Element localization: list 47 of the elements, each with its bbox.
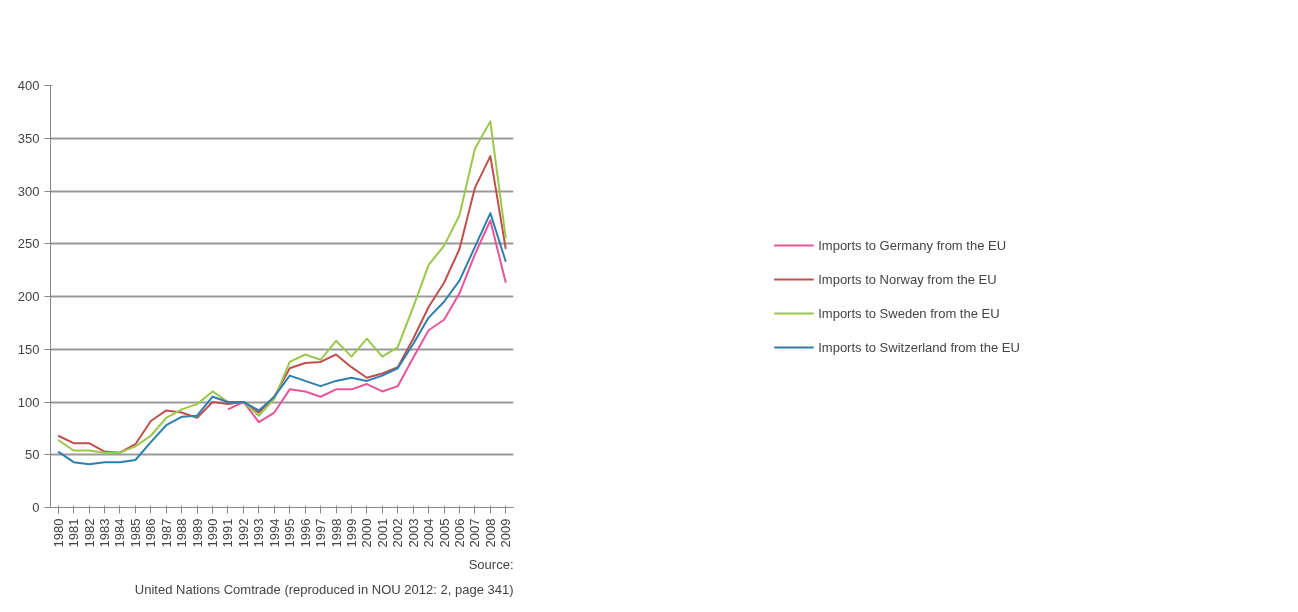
line-series — [226, 219, 507, 424]
legend-label: Imports to Germany from the EU — [818, 237, 1007, 253]
x-tick-label: 2006 — [451, 518, 467, 548]
x-tick-label: 1991 — [220, 518, 236, 548]
y-tick-label: 0 — [32, 500, 40, 515]
legend-label: Imports to Sweden from the EU — [818, 305, 1000, 321]
legend-label: Imports to Switzerland from the EU — [818, 339, 1020, 355]
x-tick-label: 2003 — [405, 518, 421, 548]
line-series — [57, 212, 507, 466]
x-tick-label: 1999 — [343, 518, 359, 548]
x-tick-label: 2004 — [421, 518, 437, 548]
y-tick-label: 300 — [17, 183, 40, 199]
y-tick-label: 50 — [25, 447, 40, 463]
x-tick-label: 1993 — [251, 518, 267, 548]
x-tick-label: 1987 — [158, 518, 174, 548]
x-tick-label: 1985 — [127, 518, 143, 548]
x-tick-label: 1981 — [66, 518, 82, 548]
x-tick-label: 1980 — [50, 518, 66, 548]
x-tick-label: 2005 — [436, 518, 452, 548]
x-tick-label: 1996 — [297, 518, 313, 548]
x-tick-label: 1986 — [143, 518, 159, 548]
x-tick-label: 2002 — [390, 518, 406, 548]
x-tick-label: 2007 — [467, 518, 483, 548]
x-tick-label: 1983 — [97, 518, 113, 548]
y-tick-label: 200 — [17, 289, 40, 304]
y-tick-label: 100 — [17, 394, 40, 410]
y-tick-label: 250 — [17, 236, 40, 252]
text: United Nations Comtrade (reproduced in NOU 2012: 2, page 341) — [134, 581, 514, 597]
x-tick-label: 1998 — [328, 518, 344, 548]
x-tick-label: 1990 — [205, 518, 221, 548]
source-note: Source: — [468, 556, 514, 572]
x-tick-label: 1992 — [235, 518, 251, 548]
legend-label: Imports to Norway from the EU — [818, 271, 997, 287]
x-tick-label: 1989 — [189, 518, 205, 548]
x-tick-label: 1988 — [174, 518, 190, 548]
x-tick-label: 1995 — [282, 518, 298, 548]
y-tick-label: 400 — [17, 78, 40, 93]
x-tick-label: 2008 — [482, 518, 498, 548]
y-tick-label: 150 — [17, 341, 40, 357]
x-tick-label: 1984 — [112, 518, 128, 548]
y-tick-label: 350 — [17, 130, 40, 146]
x-tick-label: 2009 — [498, 518, 514, 548]
x-tick-label: 2000 — [359, 518, 375, 548]
x-tick-label: 2001 — [374, 518, 390, 548]
x-tick-label: 1997 — [313, 518, 329, 548]
x-tick-label: 1994 — [266, 518, 282, 548]
x-tick-label: 1982 — [81, 518, 97, 548]
